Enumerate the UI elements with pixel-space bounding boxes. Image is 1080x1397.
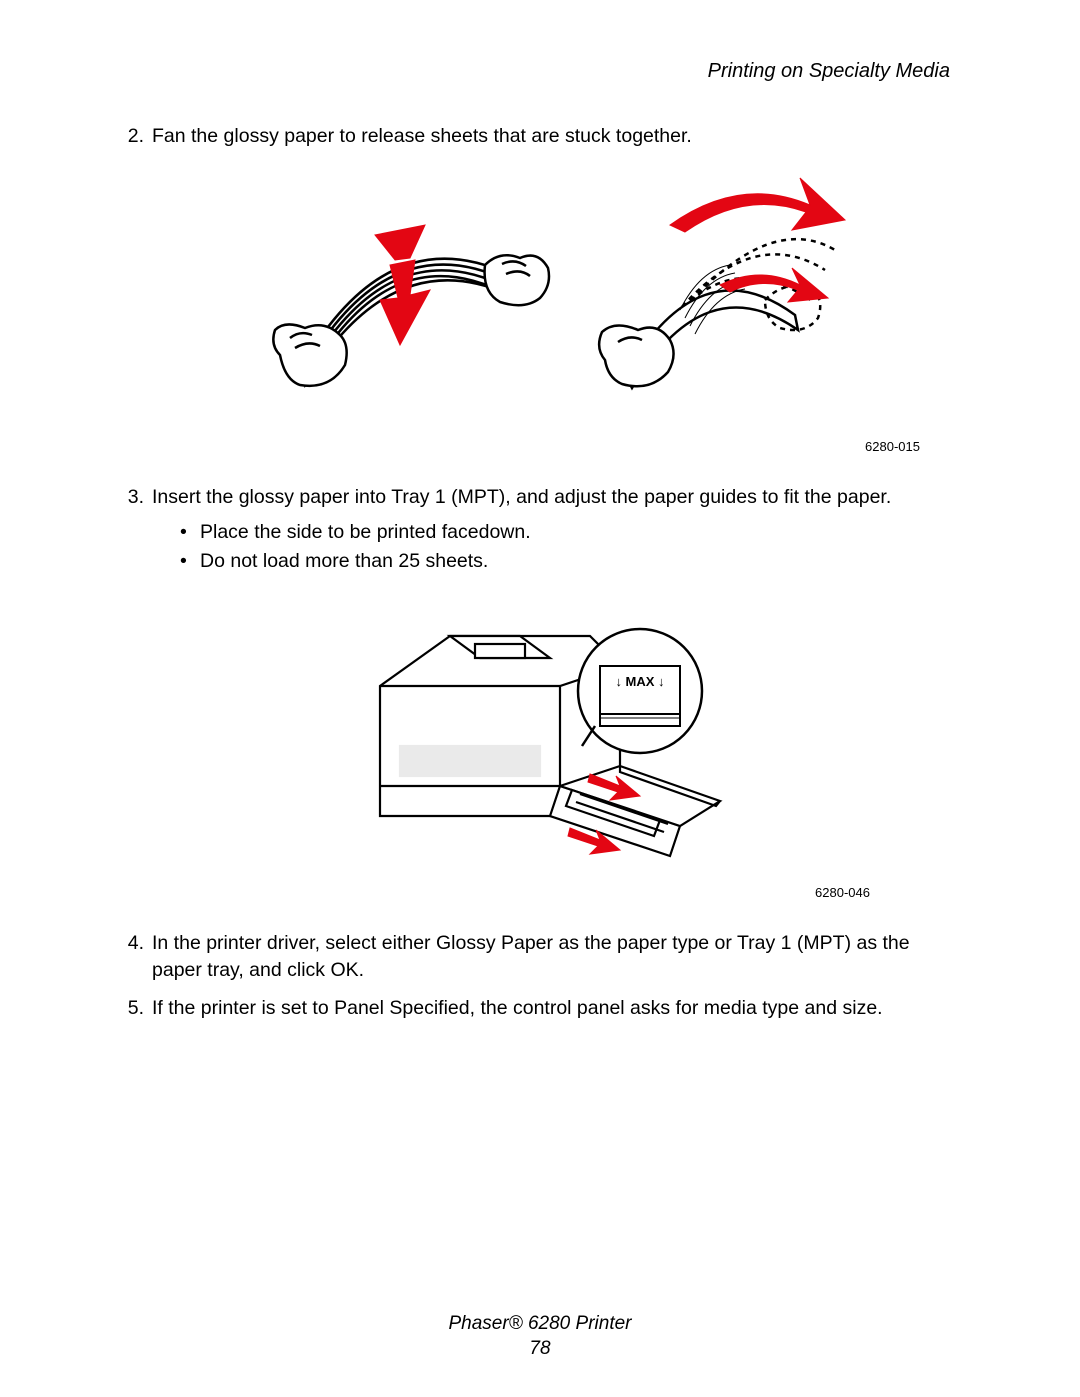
figure-printer-tray: ↓ MAX ↓ 6280-046 [120,596,960,900]
bullet-dot-icon: • [180,547,200,576]
step-4-num: 4. [120,930,152,985]
figure-2-code: 6280-046 [120,885,960,900]
step-5-text: If the printer is set to Panel Specified… [152,995,960,1022]
step-5: 5. If the printer is set to Panel Specif… [120,995,960,1022]
step-4-em2: Tray 1 (MPT) [737,932,851,954]
max-label: ↓ MAX ↓ [615,674,664,689]
bullet-dot-icon: • [180,518,200,547]
step-4-pre: In the printer driver, select either [152,932,436,954]
step-3-num: 3. [120,484,152,576]
step-4-em1: Glossy Paper [436,932,553,954]
step-4: 4. In the printer driver, select either … [120,930,960,985]
step-5-post: , the control panel asks for media type … [470,997,883,1019]
step-5-em1: Panel Specified [334,997,470,1019]
page-footer: Phaser® 6280 Printer 78 [0,1311,1080,1362]
footer-product: Phaser® 6280 Printer [0,1311,1080,1337]
step-3-bullet-1: • Place the side to be printed facedown. [180,518,960,547]
step-2: 2. Fan the glossy paper to release sheet… [120,123,960,150]
figure-fan-paper: 6280-015 [120,170,960,454]
step-3-bullet-1-text: Place the side to be printed facedown. [200,518,531,547]
figure-1-code: 6280-015 [120,439,960,454]
step-3-bullet-2: • Do not load more than 25 sheets. [180,547,960,576]
footer-page-number: 78 [0,1336,1080,1362]
step-2-num: 2. [120,123,152,150]
step-3: 3. Insert the glossy paper into Tray 1 (… [120,484,960,576]
step-4-text: In the printer driver, select either Glo… [152,930,960,985]
step-3-text: Insert the glossy paper into Tray 1 (MPT… [152,486,891,508]
step-5-pre: If the printer is set to [152,997,334,1019]
step-4-mid1: as the paper type or [553,932,737,954]
step-4-em3: OK [330,959,358,981]
step-2-text: Fan the glossy paper to release sheets t… [152,123,960,150]
step-5-num: 5. [120,995,152,1022]
step-4-post: . [359,959,364,981]
section-header: Printing on Specialty Media [120,60,960,83]
step-3-bullet-2-text: Do not load more than 25 sheets. [200,547,488,576]
